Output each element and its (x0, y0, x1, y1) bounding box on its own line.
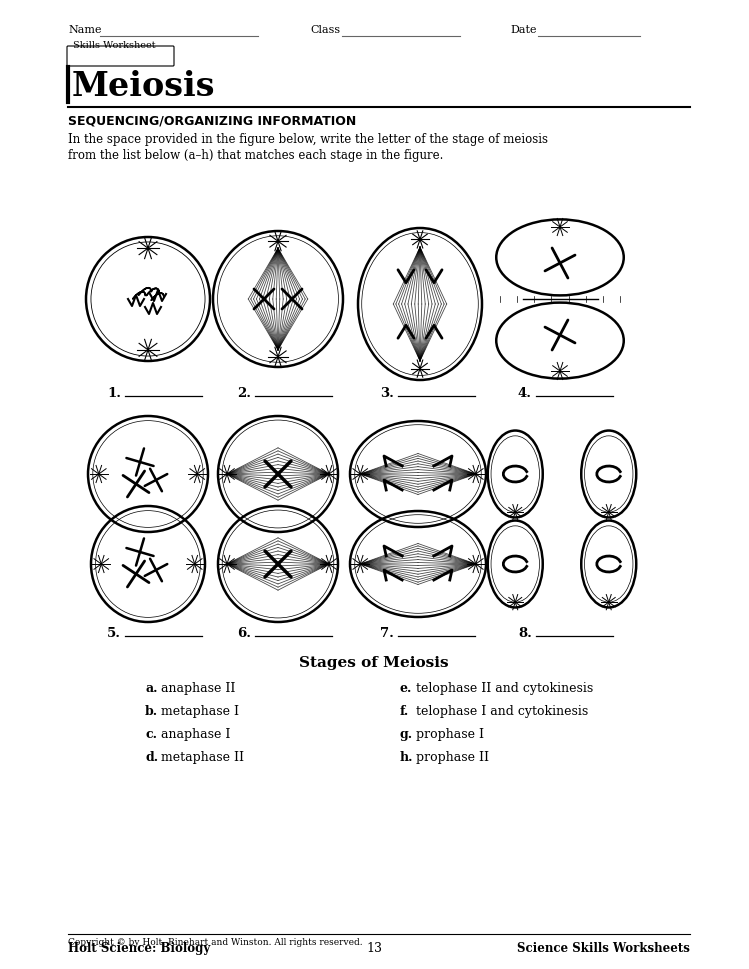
Text: Date: Date (510, 25, 536, 35)
Text: b.: b. (145, 704, 158, 717)
Text: telophase I and cytokinesis: telophase I and cytokinesis (416, 704, 588, 717)
Text: Science Skills Worksheets: Science Skills Worksheets (517, 941, 690, 954)
Text: Class: Class (310, 25, 340, 35)
Text: Meiosis: Meiosis (72, 70, 216, 103)
Text: 7.: 7. (380, 626, 394, 640)
Text: a.: a. (145, 681, 157, 694)
Text: In the space provided in the figure below, write the letter of the stage of meio: In the space provided in the figure belo… (68, 133, 548, 146)
Text: metaphase II: metaphase II (161, 750, 244, 764)
Text: Copyright © by Holt, Rinehart and Winston. All rights reserved.: Copyright © by Holt, Rinehart and Winsto… (68, 937, 363, 946)
Text: Holt Science: Biology: Holt Science: Biology (68, 941, 210, 954)
Text: g.: g. (400, 728, 413, 740)
Text: telophase II and cytokinesis: telophase II and cytokinesis (416, 681, 593, 694)
Text: 6.: 6. (237, 626, 251, 640)
Text: 1.: 1. (107, 387, 121, 399)
Text: Name: Name (68, 25, 102, 35)
Text: f.: f. (400, 704, 409, 717)
Text: Skills Worksheet: Skills Worksheet (73, 41, 156, 50)
Text: d.: d. (145, 750, 158, 764)
Text: 4.: 4. (518, 387, 532, 399)
Text: prophase I: prophase I (416, 728, 484, 740)
Text: prophase II: prophase II (416, 750, 489, 764)
Text: 5.: 5. (107, 626, 121, 640)
Text: 8.: 8. (518, 626, 532, 640)
Text: h.: h. (400, 750, 413, 764)
Text: 2.: 2. (237, 387, 251, 399)
Text: SEQUENCING/ORGANIZING INFORMATION: SEQUENCING/ORGANIZING INFORMATION (68, 115, 357, 128)
FancyBboxPatch shape (67, 47, 174, 67)
Text: metaphase I: metaphase I (161, 704, 239, 717)
Text: Stages of Meiosis: Stages of Meiosis (299, 655, 449, 670)
Text: 3.: 3. (380, 387, 394, 399)
Text: 13: 13 (366, 941, 382, 954)
Text: c.: c. (145, 728, 157, 740)
Text: anaphase I: anaphase I (161, 728, 231, 740)
Text: e.: e. (400, 681, 413, 694)
Text: from the list below (a–h) that matches each stage in the figure.: from the list below (a–h) that matches e… (68, 149, 443, 162)
Text: anaphase II: anaphase II (161, 681, 235, 694)
